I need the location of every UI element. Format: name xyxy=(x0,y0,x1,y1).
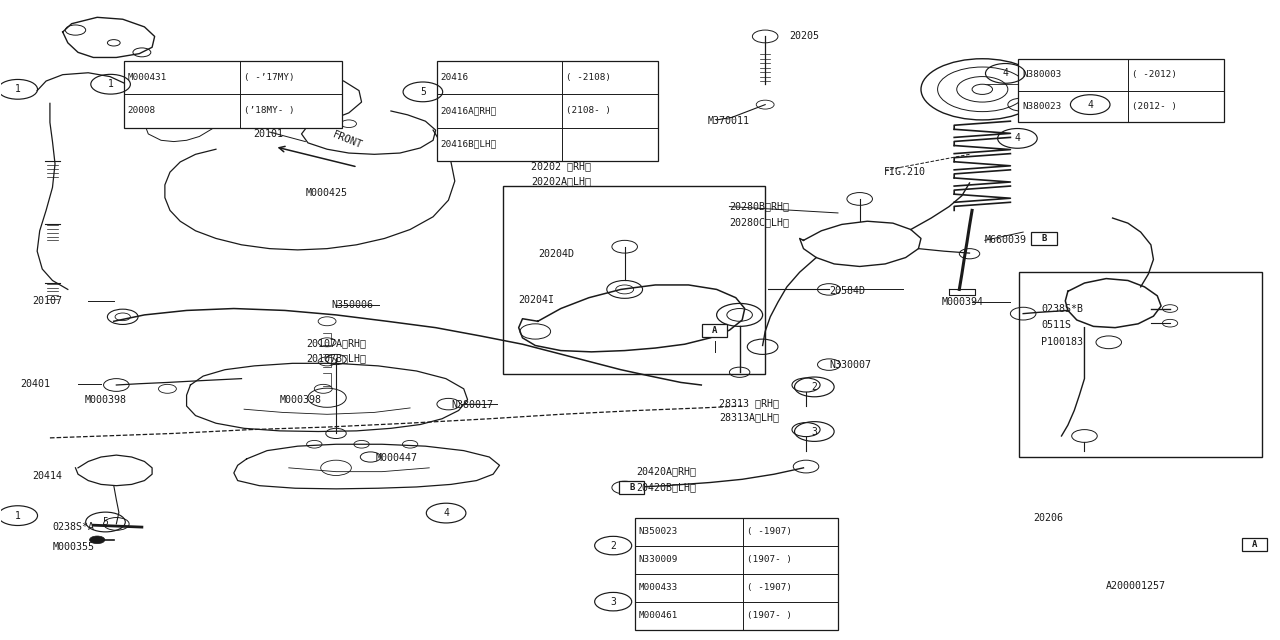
Text: 3: 3 xyxy=(611,596,616,607)
Text: P100183: P100183 xyxy=(1041,337,1083,348)
Bar xyxy=(1032,232,1057,245)
Text: ( -1907): ( -1907) xyxy=(748,583,792,592)
Text: M000355: M000355 xyxy=(52,543,95,552)
Bar xyxy=(1242,538,1267,550)
Circle shape xyxy=(972,84,992,95)
Text: 20101: 20101 xyxy=(253,129,283,139)
Text: 20584D: 20584D xyxy=(829,285,865,296)
Text: 3: 3 xyxy=(812,426,817,436)
Text: 20107: 20107 xyxy=(32,296,61,306)
Text: ( -2108): ( -2108) xyxy=(566,74,611,83)
Text: B: B xyxy=(628,483,635,492)
Text: M000398: M000398 xyxy=(280,395,321,404)
Text: N380003: N380003 xyxy=(1021,70,1061,79)
Text: 20202 〈RH〉: 20202 〈RH〉 xyxy=(531,161,591,171)
Text: FIG.210: FIG.210 xyxy=(884,166,925,177)
Bar xyxy=(635,518,838,630)
Text: FRONT: FRONT xyxy=(332,129,365,150)
Text: 4: 4 xyxy=(1002,68,1009,78)
Text: 20206: 20206 xyxy=(1033,513,1064,522)
Text: 0511S: 0511S xyxy=(1041,320,1071,330)
Text: 20202A〈LH〉: 20202A〈LH〉 xyxy=(531,176,591,186)
Text: 20420A〈RH〉: 20420A〈RH〉 xyxy=(636,467,696,477)
Text: 1: 1 xyxy=(108,79,114,89)
Text: M000447: M000447 xyxy=(375,453,417,463)
Text: M000394: M000394 xyxy=(941,297,983,307)
Circle shape xyxy=(90,536,105,543)
Text: (2108- ): (2108- ) xyxy=(566,106,611,115)
Text: M000433: M000433 xyxy=(639,583,678,592)
Text: (1907- ): (1907- ) xyxy=(748,555,792,564)
Text: ( -’17MY): ( -’17MY) xyxy=(244,74,294,83)
Text: (’18MY- ): (’18MY- ) xyxy=(244,106,294,115)
Bar xyxy=(436,61,658,161)
Text: 20416B〈LH〉: 20416B〈LH〉 xyxy=(440,140,497,148)
Text: 20420B〈LH〉: 20420B〈LH〉 xyxy=(636,482,696,492)
Text: 20107A〈RH〉: 20107A〈RH〉 xyxy=(307,338,366,348)
Text: B: B xyxy=(1042,234,1047,243)
Text: (2012- ): (2012- ) xyxy=(1132,102,1176,111)
Text: 4: 4 xyxy=(1087,100,1093,109)
Text: 28313 〈RH〉: 28313 〈RH〉 xyxy=(719,398,780,408)
Text: 2: 2 xyxy=(611,541,616,550)
Text: 20204I: 20204I xyxy=(518,294,554,305)
Text: N380023: N380023 xyxy=(1021,102,1061,111)
Text: 20204D: 20204D xyxy=(538,249,573,259)
Bar xyxy=(124,61,343,127)
Bar xyxy=(1019,272,1262,457)
Text: ( -2012): ( -2012) xyxy=(1132,70,1176,79)
Text: 1: 1 xyxy=(15,511,20,520)
Text: 20416: 20416 xyxy=(440,74,468,83)
Text: M000425: M000425 xyxy=(306,188,347,198)
Text: M000461: M000461 xyxy=(639,611,678,620)
Text: 4: 4 xyxy=(443,508,449,518)
Text: N350006: N350006 xyxy=(332,300,372,310)
Text: N330007: N330007 xyxy=(829,360,870,370)
Text: M660039: M660039 xyxy=(984,236,1027,245)
Text: 5: 5 xyxy=(102,517,109,527)
Text: N350023: N350023 xyxy=(639,527,678,536)
Text: 2: 2 xyxy=(812,382,817,392)
Text: 1: 1 xyxy=(15,84,20,94)
Text: 28313A〈LH〉: 28313A〈LH〉 xyxy=(719,413,780,422)
Text: N380017: N380017 xyxy=(451,401,493,410)
Text: 5: 5 xyxy=(420,87,426,97)
Bar xyxy=(701,324,727,337)
Text: 0238S*A: 0238S*A xyxy=(52,522,95,532)
Text: 20416A〈RH〉: 20416A〈RH〉 xyxy=(440,106,497,115)
Text: M370011: M370011 xyxy=(708,116,750,126)
Text: A200001257: A200001257 xyxy=(1106,581,1166,591)
Text: N330009: N330009 xyxy=(639,555,678,564)
Text: 0238S*B: 0238S*B xyxy=(1041,303,1083,314)
Text: (1907- ): (1907- ) xyxy=(748,611,792,620)
Text: 20008: 20008 xyxy=(128,106,156,115)
Text: A: A xyxy=(1252,540,1257,549)
Text: A: A xyxy=(712,326,717,335)
Text: 4: 4 xyxy=(1015,133,1020,143)
Text: 20280B〈RH〉: 20280B〈RH〉 xyxy=(730,202,790,212)
Text: 20107B〈LH〉: 20107B〈LH〉 xyxy=(307,353,366,364)
Text: 20414: 20414 xyxy=(32,471,61,481)
Bar xyxy=(1018,59,1224,122)
Bar xyxy=(503,186,765,374)
Text: M000398: M000398 xyxy=(84,395,127,404)
Bar xyxy=(620,481,644,494)
Text: 20205: 20205 xyxy=(790,31,819,41)
Text: 20401: 20401 xyxy=(20,379,50,388)
Text: ( -1907): ( -1907) xyxy=(748,527,792,536)
Text: 20280C〈LH〉: 20280C〈LH〉 xyxy=(730,218,790,227)
Text: M000431: M000431 xyxy=(128,74,168,83)
